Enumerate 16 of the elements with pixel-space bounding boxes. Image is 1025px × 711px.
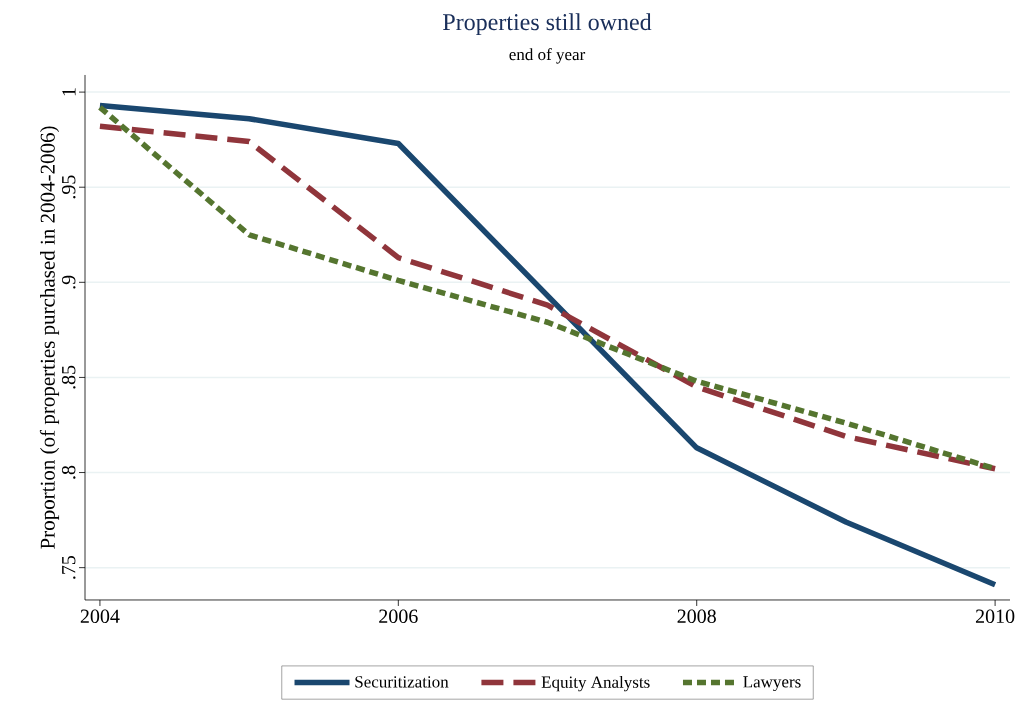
x-tick-label: 2008	[677, 609, 716, 624]
legend-label: Equity Analysts	[541, 675, 650, 692]
y-tick-label: .8	[61, 465, 76, 479]
y-tick-label: 1	[62, 88, 76, 96]
chart-title: Properties still owned	[443, 13, 652, 36]
y-tick-label: .95	[61, 175, 76, 199]
x-tick-label: 2006	[379, 609, 418, 624]
x-tick-label: 2004	[80, 609, 120, 624]
legend-label: Lawyers	[743, 676, 801, 692]
x-tick-label: 2010	[975, 609, 1015, 624]
legend-label: Securitization	[355, 676, 449, 688]
y-axis-title: Proportion (of properties purchased in 2004-2006)	[39, 126, 60, 549]
chart-subtitle: end of year	[509, 48, 586, 64]
y-tick-label: .85	[61, 365, 76, 389]
y-tick-label: .9	[61, 275, 76, 289]
y-tick-label: .75	[62, 555, 76, 579]
